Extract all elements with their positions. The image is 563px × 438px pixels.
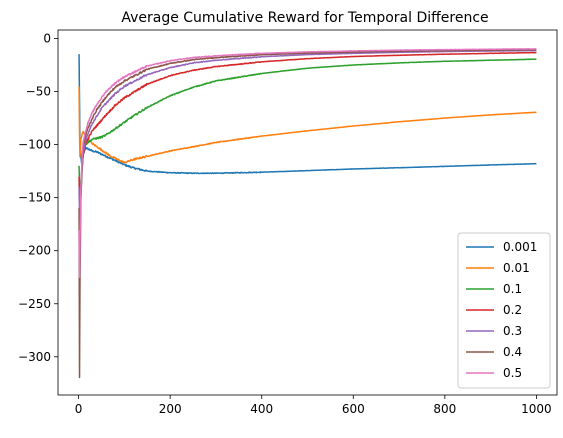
y-tick-label: −200 [18, 244, 51, 258]
y-tick-label: −100 [18, 138, 51, 152]
legend-label: 0.001 [503, 240, 537, 254]
legend-label: 0.5 [503, 366, 522, 380]
y-tick-label: 0 [43, 31, 51, 45]
legend: 0.001 0.01 0.1 0.2 0.3 0.4 0.5 [458, 233, 550, 388]
legend-label: 0.01 [503, 261, 530, 275]
x-tick-label: 1000 [521, 402, 552, 416]
x-tick-label: 800 [433, 402, 456, 416]
legend-label: 0.4 [503, 345, 522, 359]
chart-title: Average Cumulative Reward for Temporal D… [121, 10, 488, 26]
x-tick-label: 400 [250, 402, 273, 416]
y-tick-label: −150 [18, 191, 51, 205]
x-tick-label: 600 [342, 402, 365, 416]
y-tick-label: −250 [18, 297, 51, 311]
legend-label: 0.1 [503, 282, 522, 296]
legend-label: 0.2 [503, 303, 522, 317]
legend-label: 0.3 [503, 324, 522, 338]
x-tick-label: 0 [75, 402, 83, 416]
x-tick-label: 200 [159, 402, 182, 416]
y-tick-label: −300 [18, 350, 51, 364]
y-tick-label: −50 [26, 85, 51, 99]
